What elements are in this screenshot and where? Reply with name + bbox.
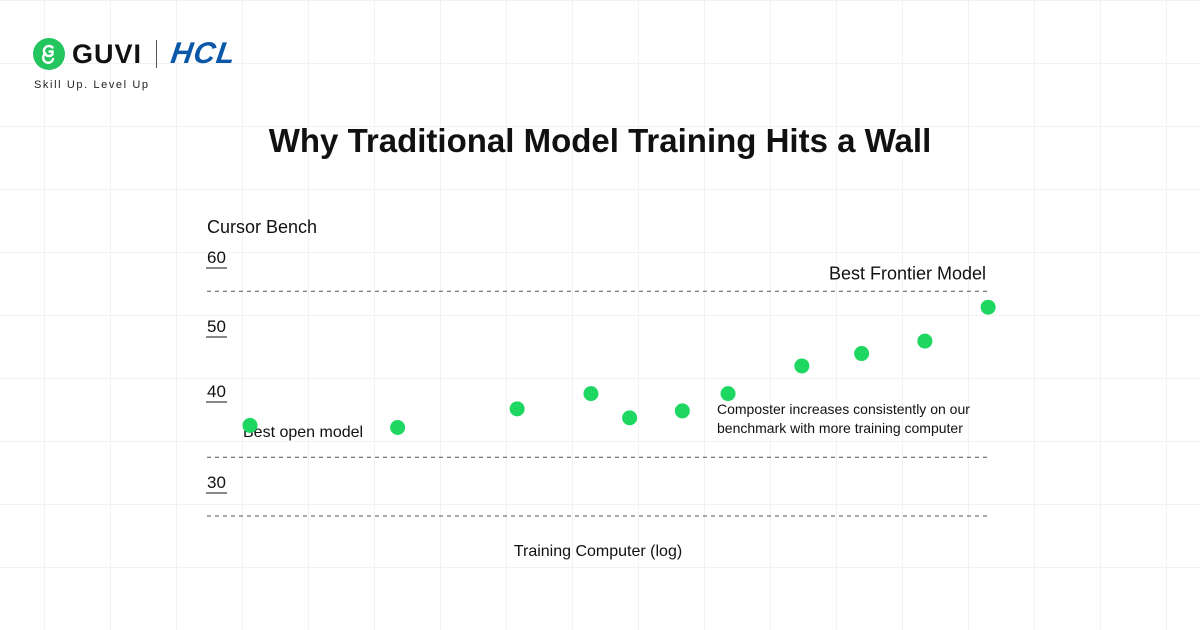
data-point (980, 299, 996, 315)
annotation-composter-line-2: benchmark with more training computer (717, 420, 963, 436)
y-tick-label: 60 (207, 248, 226, 267)
page-title: Why Traditional Model Training Hits a Wa… (268, 122, 932, 159)
data-point (794, 358, 810, 374)
reference-line-label: Best Frontier Model (829, 263, 986, 283)
annotation-best-open-model: Best open model (243, 424, 363, 441)
guvi-g-icon (33, 38, 65, 70)
data-point (583, 386, 599, 402)
data-point (509, 401, 525, 417)
brand-tagline: Skill Up. Level Up (34, 79, 150, 91)
guvi-wordmark: GUVI (72, 38, 143, 69)
data-point (242, 417, 258, 433)
data-point (622, 410, 638, 426)
y-tick-label: 30 (207, 473, 226, 492)
y-tick-label: 40 (207, 382, 226, 401)
x-axis-label: Training Computer (log) (514, 543, 682, 560)
y-axis-label: Cursor Bench (207, 217, 317, 237)
data-point (917, 333, 933, 349)
data-point (854, 346, 870, 362)
logo-divider (156, 40, 158, 68)
annotation-composter-line-1: Composter increases consistently on our (717, 401, 970, 417)
brand-logo: GUVI HCL Skill Up. Level Up (33, 37, 238, 91)
data-point (720, 386, 736, 402)
y-tick-label: 50 (207, 317, 226, 336)
data-point (390, 419, 406, 435)
data-point (674, 403, 690, 419)
